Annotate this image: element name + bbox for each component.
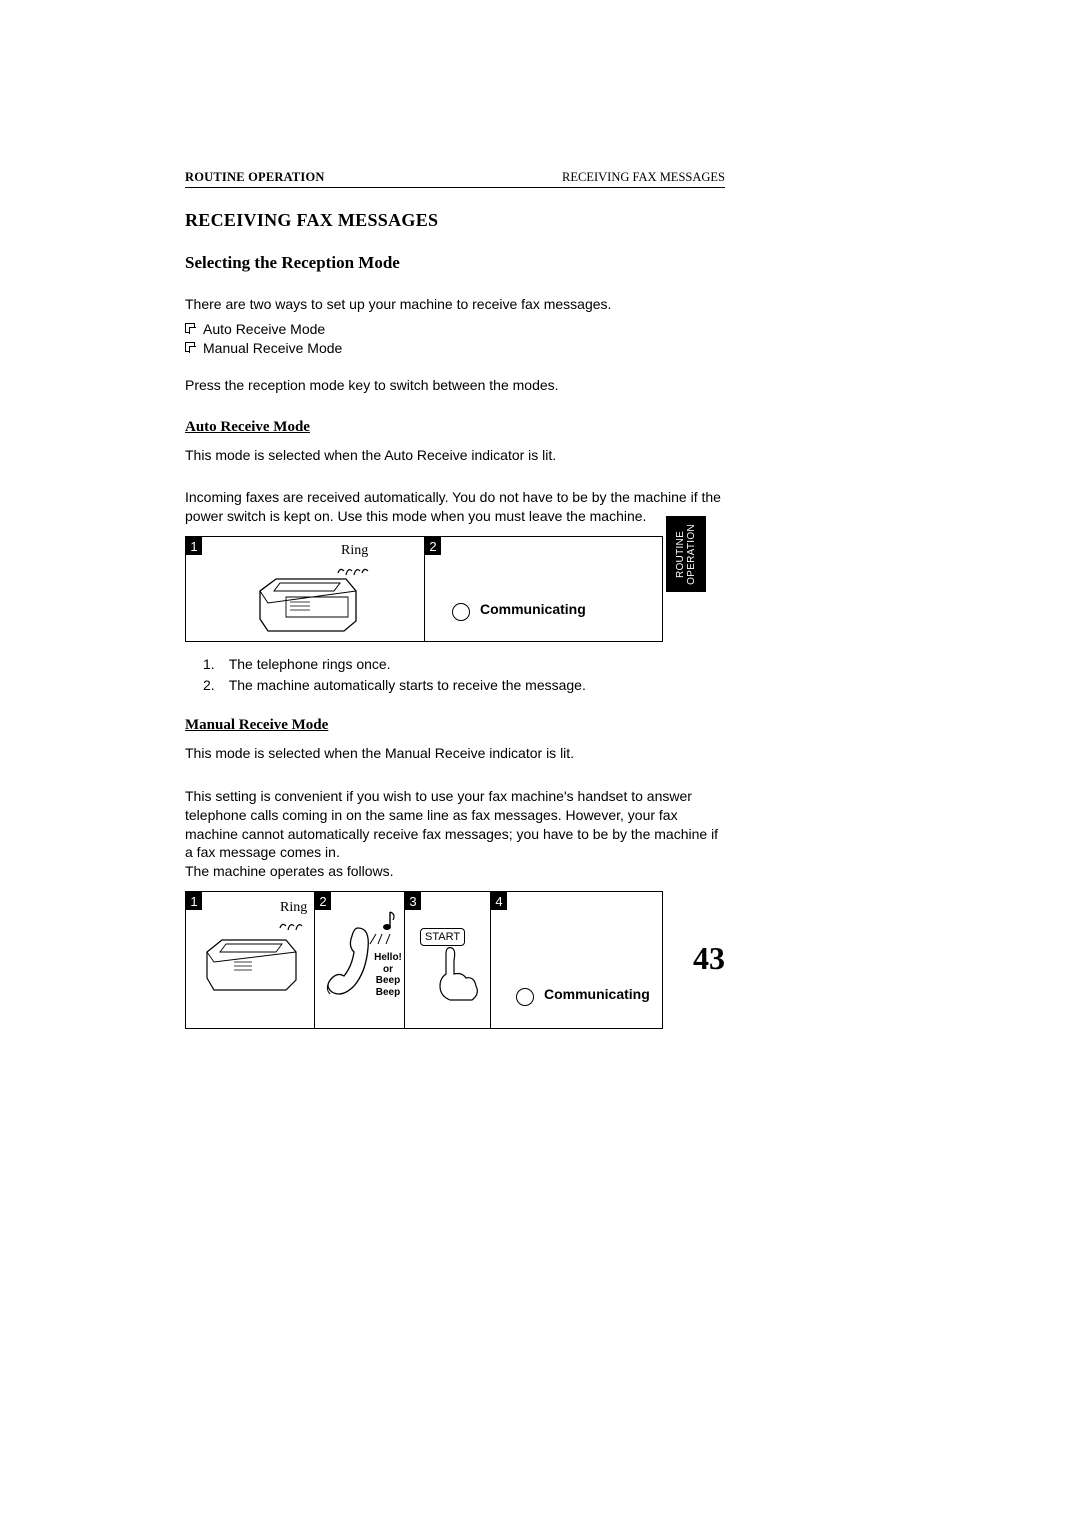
list-item: 1. The telephone rings once. [185, 654, 725, 674]
fax-machine-icon [256, 569, 366, 637]
bullet-label: Auto Receive Mode [203, 320, 325, 339]
auto-p1: This mode is selected when the Auto Rece… [185, 446, 725, 465]
manual-p2: This setting is convenient if you wish t… [185, 787, 725, 863]
manual-diagram: 1 2 3 4 Ring [185, 891, 663, 1029]
music-note-icon [378, 910, 398, 934]
header-right: RECEIVING FAX MESSAGES [562, 170, 725, 185]
intro-text: There are two ways to set up your machin… [185, 295, 725, 314]
led-indicator-icon [452, 603, 470, 621]
panel-number: 2 [425, 537, 441, 555]
panel-number: 4 [491, 892, 507, 910]
panel-number: 2 [315, 892, 331, 910]
sound-lines-icon [368, 932, 394, 946]
bullet-item: Manual Receive Mode [185, 339, 725, 358]
auto-steps: 1. The telephone rings once. 2. The machin… [185, 654, 725, 695]
ring-label: Ring [341, 543, 368, 559]
auto-heading: Auto Receive Mode [185, 419, 725, 436]
header-left: ROUTINE OPERATION [185, 170, 325, 185]
manual-heading: Manual Receive Mode [185, 717, 725, 734]
manual-p1: This mode is selected when the Manual Re… [185, 744, 725, 763]
section-title: RECEIVING FAX MESSAGES [185, 210, 725, 231]
square-bullet-icon [185, 342, 195, 352]
press-text: Press the reception mode key to switch b… [185, 376, 725, 395]
bullet-item: Auto Receive Mode [185, 320, 725, 339]
led-indicator-icon [516, 988, 534, 1006]
bullet-label: Manual Receive Mode [203, 339, 342, 358]
list-item: 2. The machine automatically starts to re… [185, 675, 725, 695]
step-text: The machine automatically starts to rece… [229, 675, 586, 695]
auto-diagram: 1 2 Ring Communicating [185, 536, 663, 642]
section-tab-label: ROUTINEOPERATION [676, 524, 697, 585]
running-header: ROUTINE OPERATION RECEIVING FAX MESSAGES [185, 170, 725, 188]
manual-p3: The machine operates as follows. [185, 862, 725, 881]
panel-number: 1 [186, 537, 202, 555]
section-subtitle: Selecting the Reception Mode [185, 253, 725, 273]
panel-divider [490, 892, 491, 1028]
panel-divider [314, 892, 315, 1028]
square-bullet-icon [185, 323, 195, 333]
ring-label: Ring [280, 900, 307, 916]
section-tab: ROUTINEOPERATION [666, 516, 706, 592]
page-number: 43 [693, 940, 725, 977]
panel-number: 1 [186, 892, 202, 910]
step-number: 2. [203, 675, 215, 695]
pressing-hand-icon [434, 946, 484, 1006]
step-number: 1. [203, 654, 215, 674]
fax-machine-icon [204, 932, 304, 996]
hello-beep-text: Hello!orBeepBeep [366, 952, 410, 998]
page-content: ROUTINE OPERATION RECEIVING FAX MESSAGES… [185, 170, 725, 1041]
auto-p2: Incoming faxes are received automaticall… [185, 488, 725, 526]
panel-number: 3 [405, 892, 421, 910]
start-button-label: START [420, 928, 465, 946]
communicating-label: Communicating [544, 986, 650, 1002]
step-text: The telephone rings once. [229, 654, 391, 674]
communicating-label: Communicating [480, 601, 586, 617]
